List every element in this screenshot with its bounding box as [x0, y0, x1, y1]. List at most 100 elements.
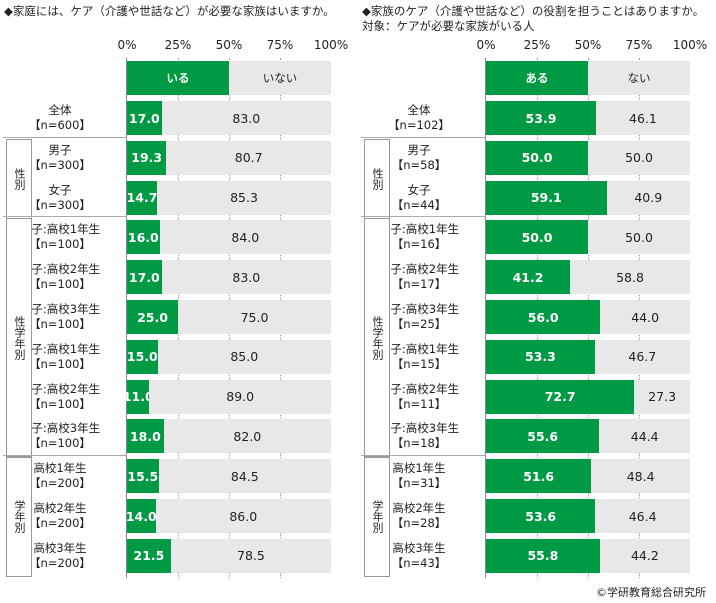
- row-label: 高校3年生 【n=200】: [5, 541, 115, 571]
- row-label-text: 高校1年生: [33, 461, 87, 476]
- row-label-text: 高校3年生: [392, 540, 446, 555]
- group-label: 学年別: [6, 457, 32, 577]
- row-n: 【n=200】: [29, 516, 91, 530]
- x-tick-label: 100%: [672, 38, 708, 52]
- row-label: 全体 【n=102】: [364, 103, 474, 133]
- row-label-text: 全体: [407, 103, 431, 117]
- row-label-text: 女子: [48, 182, 72, 197]
- chart-subtitle: 対象：ケアが必要な家族がいる人: [362, 19, 535, 33]
- x-tick-label: 25%: [164, 38, 192, 52]
- legend-no: ない: [588, 61, 690, 95]
- bar-segment-no: 48.4: [591, 459, 690, 494]
- bar-segment-no: 84.0: [159, 220, 331, 255]
- row-label: 男子 【n=300】: [5, 143, 115, 173]
- row-label-text: 女子:高校1年生: [19, 341, 101, 356]
- bar-segment-no: 83.0: [161, 260, 331, 295]
- row-n: 【n=25】: [391, 317, 447, 331]
- row-n: 【n=300】: [29, 197, 91, 212]
- row-label: 高校3年生 【n=43】: [364, 541, 474, 571]
- group-separator: [361, 216, 486, 218]
- bar-segment-no: 84.5: [158, 459, 331, 494]
- bar-segment-yes: 25.0: [127, 300, 178, 334]
- row-label: 高校2年生 【n=200】: [5, 501, 115, 531]
- x-tick-label: 100%: [313, 38, 349, 52]
- row-label-text: 男子: [48, 142, 72, 157]
- bar-segment-no: 46.4: [595, 499, 690, 533]
- bar-segment-yes: 11.0: [123, 379, 154, 414]
- bar-segment-yes: 14.0: [126, 499, 157, 533]
- bar-segment-yes: 17.0: [127, 260, 162, 295]
- x-tick-label: 50%: [215, 38, 243, 52]
- bar-segment-yes: 15.0: [127, 339, 158, 374]
- bar-segment-yes: 53.3: [486, 339, 595, 374]
- row-n: 【n=100】: [29, 436, 91, 451]
- bar-segment-yes: 59.1: [486, 180, 607, 215]
- row-label: 男子:高校3年生 【n=25】: [364, 302, 474, 332]
- row-label-text: 女子:高校2年生: [378, 381, 460, 396]
- bar-segment-yes: 41.2: [486, 260, 571, 295]
- row-label-text: 男子:高校2年生: [378, 262, 460, 277]
- group-separator: [3, 216, 127, 218]
- row-label: 男子:高校1年生 【n=16】: [364, 222, 474, 252]
- row-n: 【n=200】: [29, 476, 91, 491]
- bar-segment-yes: 51.6: [486, 459, 592, 494]
- bar-segment-no: 50.0: [588, 220, 690, 255]
- row-n: 【n=600】: [29, 118, 91, 132]
- bar-segment-yes: 55.6: [486, 419, 600, 454]
- row-label-text: 男子:高校1年生: [378, 222, 460, 237]
- x-tick-label: 75%: [266, 38, 294, 52]
- bar-segment-no: 85.3: [156, 180, 331, 215]
- row-label: 女子 【n=44】: [364, 183, 474, 213]
- row-n: 【n=100】: [29, 317, 91, 331]
- bar-segment-no: 89.0: [149, 379, 331, 414]
- row-label: 高校1年生 【n=200】: [5, 461, 115, 491]
- row-n: 【n=58】: [391, 157, 447, 172]
- bar-segment-no: 46.1: [595, 101, 690, 135]
- chart-care-role: ◆家族のケア（介護や世話など）の役割を担うことはありますか。 対象：ケアが必要な家…: [358, 0, 716, 603]
- row-label: 女子:高校2年生 【n=100】: [5, 382, 115, 412]
- row-n: 【n=11】: [391, 396, 447, 411]
- chart-has-family-needing-care: ◆家庭には、ケア（介護や世話など）が必要な家族はいますか。 0% 25% 50% 75%…: [3, 4, 349, 578]
- y-axis-line: [485, 58, 486, 578]
- row-n: 【n=100】: [29, 277, 91, 292]
- legend-yes: いる: [127, 61, 229, 95]
- bar-segment-no: 27.3: [634, 379, 690, 414]
- group-separator: [361, 136, 486, 138]
- bar-segment-no: 46.7: [594, 339, 690, 374]
- x-tick-label: 75%: [625, 38, 653, 52]
- bar-segment-yes: 18.0: [127, 419, 164, 454]
- group-label: 性学年別: [364, 218, 390, 458]
- row-n: 【n=200】: [29, 555, 91, 570]
- row-label-text: 女子:高校3年生: [378, 421, 460, 436]
- bar-segment-no: 78.5: [170, 538, 331, 573]
- row-label-text: 女子:高校3年生: [19, 421, 101, 436]
- bar-segment-yes: 50.0: [486, 220, 588, 255]
- row-label-text: 男子: [407, 142, 431, 157]
- row-label-text: 男子:高校2年生: [19, 262, 101, 277]
- bar-segment-yes: 53.6: [486, 499, 596, 533]
- group-separator: [361, 455, 486, 457]
- row-label: 男子:高校2年生 【n=100】: [5, 262, 115, 292]
- bar-segment-yes: 53.9: [486, 101, 596, 135]
- bar-segment-yes: 56.0: [486, 300, 601, 334]
- row-label-text: 高校2年生: [33, 501, 87, 515]
- group-separator: [3, 455, 127, 457]
- bar-segment-no: 85.0: [157, 339, 331, 374]
- bar-segment-no: 50.0: [588, 140, 690, 175]
- row-label-text: 女子:高校2年生: [19, 381, 101, 396]
- bar-segment-yes: 72.7: [486, 379, 635, 414]
- row-label-text: 女子:高校1年生: [378, 341, 460, 356]
- row-n: 【n=31】: [391, 476, 447, 491]
- x-tick-label: 25%: [523, 38, 551, 52]
- row-n: 【n=44】: [391, 197, 447, 212]
- legend-no: いない: [229, 61, 331, 95]
- bar-segment-no: 58.8: [570, 260, 690, 295]
- x-tick-label: 0%: [117, 38, 137, 52]
- bar-segment-yes: 14.7: [127, 180, 157, 215]
- bar-segment-yes: 50.0: [486, 140, 588, 175]
- row-label: 高校1年生 【n=31】: [364, 461, 474, 491]
- bar-segment-no: 44.0: [600, 300, 690, 334]
- chart-title: ◆家庭には、ケア（介護や世話など）が必要な家族はいますか。: [4, 4, 335, 18]
- row-label: 女子:高校2年生 【n=11】: [364, 382, 474, 412]
- row-label-text: 高校2年生: [392, 501, 446, 515]
